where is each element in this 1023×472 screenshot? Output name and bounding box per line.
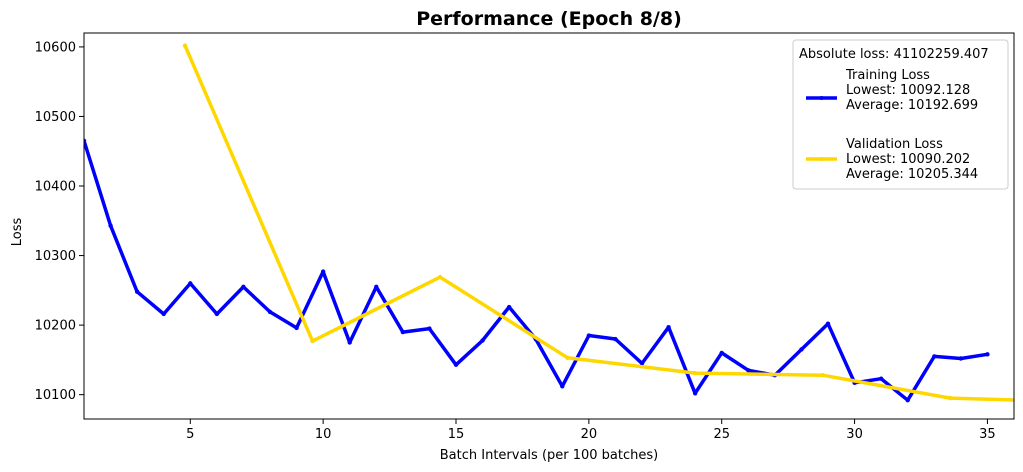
training-loss-point xyxy=(799,347,804,352)
training-loss-point xyxy=(639,361,645,366)
training-loss-point xyxy=(506,304,512,310)
y-axis: 10100 10200 10300 10400 10500 10600 xyxy=(35,40,84,403)
legend-entry-training-average: Average: 10192.699 xyxy=(846,98,978,113)
validation-loss-point xyxy=(820,372,825,378)
training-loss-point xyxy=(825,321,831,326)
training-loss-point xyxy=(134,289,140,294)
training-loss-point xyxy=(267,309,273,315)
training-loss-point xyxy=(188,281,193,286)
training-loss-point xyxy=(905,398,910,403)
training-loss-point xyxy=(214,311,220,317)
legend-entry-validation-average: Average: 10205.344 xyxy=(846,167,978,182)
x-tick-label: 20 xyxy=(581,427,598,442)
plot-area xyxy=(84,43,1021,403)
legend-marker-validation xyxy=(819,157,824,161)
legend-marker-training xyxy=(819,96,824,100)
x-tick-label: 30 xyxy=(846,427,863,442)
legend-entry-training-lowest: Lowest: 10092.128 xyxy=(846,83,970,98)
x-tick-label: 10 xyxy=(315,427,332,442)
training-loss-point xyxy=(400,329,406,335)
y-tick-label: 10600 xyxy=(35,40,76,55)
y-tick-label: 10300 xyxy=(35,249,76,264)
training-loss-point xyxy=(161,311,166,317)
legend-entry-validation-name: Validation Loss xyxy=(846,137,943,152)
x-tick-label: 5 xyxy=(186,427,194,442)
y-axis-label: Loss xyxy=(10,218,25,247)
y-tick-label: 10500 xyxy=(35,110,76,125)
training-loss-point xyxy=(294,325,299,331)
training-loss-point xyxy=(480,338,485,343)
training-loss-point xyxy=(453,362,459,367)
training-loss-point xyxy=(958,356,964,361)
training-loss-point xyxy=(108,223,113,228)
x-tick-label: 25 xyxy=(713,427,730,442)
validation-loss-point xyxy=(310,338,315,344)
chart-title: Performance (Epoch 8/8) xyxy=(416,8,682,30)
validation-loss-point xyxy=(565,355,570,360)
training-loss-point xyxy=(427,326,432,331)
training-loss-point xyxy=(241,284,246,290)
training-loss-point xyxy=(586,333,592,338)
training-loss-point xyxy=(985,352,990,357)
legend-entry-validation-lowest: Lowest: 10090.202 xyxy=(846,152,970,167)
training-loss-point xyxy=(932,354,937,359)
x-axis: 5 10 15 20 25 30 35 xyxy=(186,419,996,442)
validation-loss-line xyxy=(183,43,1014,402)
training-loss-point xyxy=(320,269,326,274)
training-loss-point xyxy=(719,350,724,356)
x-tick-label: 35 xyxy=(979,427,996,442)
training-loss-point xyxy=(347,340,352,345)
legend-entry-training-name: Training Loss xyxy=(845,68,930,83)
y-tick-label: 10100 xyxy=(35,388,76,403)
training-loss-point xyxy=(560,384,565,389)
training-loss-point xyxy=(374,284,379,290)
training-loss-point xyxy=(666,324,671,330)
training-loss-point xyxy=(692,391,698,396)
validation-loss-point xyxy=(1017,398,1021,402)
legend-title: Absolute loss: 41102259.407 xyxy=(799,47,989,62)
legend: Absolute loss: 41102259.407 Training Los… xyxy=(792,39,1009,190)
plot-frame xyxy=(83,32,1015,420)
y-tick-label: 10200 xyxy=(35,319,76,334)
training-loss-point xyxy=(84,138,87,144)
validation-loss-point xyxy=(182,43,188,48)
validation-loss-point xyxy=(692,370,698,376)
x-axis-label: Batch Intervals (per 100 batches) xyxy=(440,448,658,463)
legend-box xyxy=(792,39,1009,190)
validation-loss-point xyxy=(948,395,953,401)
validation-loss-point xyxy=(437,274,443,280)
x-tick-label: 15 xyxy=(448,427,465,442)
training-loss-point xyxy=(878,376,884,381)
training-loss-point xyxy=(746,368,751,373)
training-loss-point xyxy=(613,336,618,342)
y-tick-label: 10400 xyxy=(35,180,76,195)
